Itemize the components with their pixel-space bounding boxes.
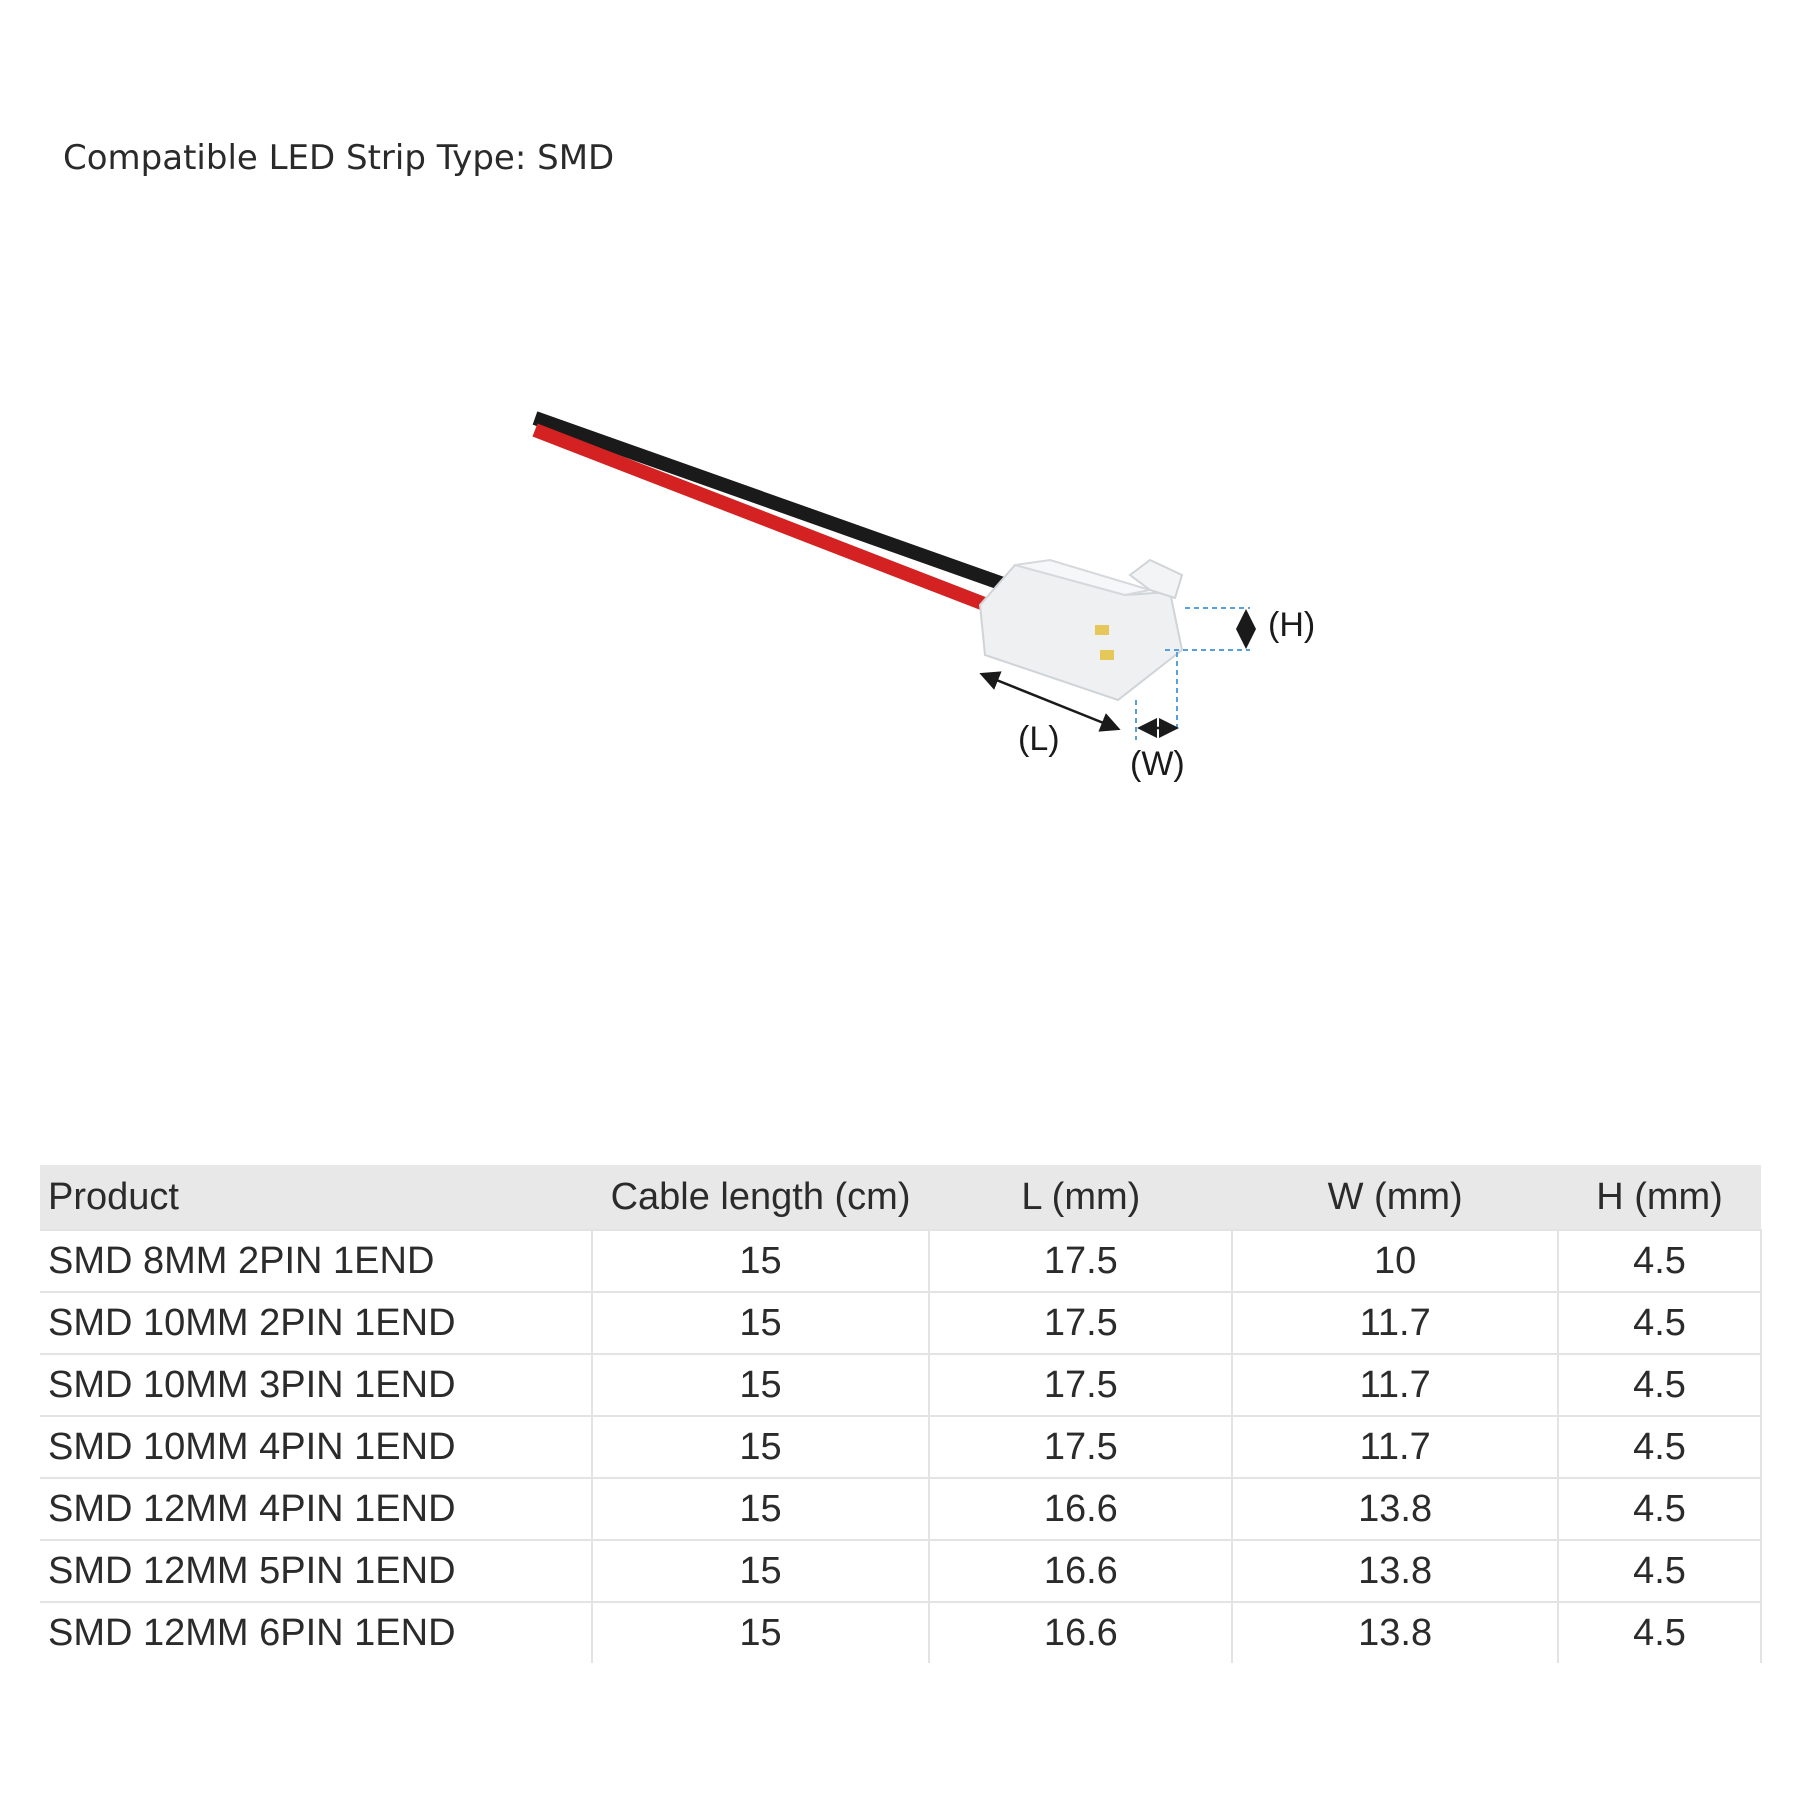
cell-h: 4.5 (1557, 1477, 1762, 1540)
cell-l: 17.5 (928, 1291, 1233, 1354)
cable (532, 411, 1023, 619)
dimension-label-l: (L) (1018, 720, 1060, 758)
table-row: SMD 10MM 4PIN 1END 15 17.5 11.7 4.5 (40, 1415, 1762, 1478)
cell-l: 17.5 (928, 1353, 1233, 1416)
cell-l: 16.6 (928, 1601, 1233, 1663)
cell-cable-length: 15 (590, 1415, 930, 1478)
dimension-label-h: (H) (1268, 606, 1316, 644)
cell-w: 13.8 (1231, 1601, 1559, 1663)
cell-l: 16.6 (928, 1477, 1233, 1540)
cell-w: 13.8 (1231, 1477, 1559, 1540)
cell-cable-length: 15 (590, 1601, 930, 1663)
cell-h: 4.5 (1557, 1229, 1762, 1292)
cell-h: 4.5 (1557, 1539, 1762, 1602)
table-row: SMD 12MM 6PIN 1END 15 16.6 13.8 4.5 (40, 1601, 1762, 1663)
table-row: SMD 12MM 4PIN 1END 15 16.6 13.8 4.5 (40, 1477, 1762, 1540)
cell-product: SMD 10MM 2PIN 1END (40, 1291, 592, 1354)
cell-product: SMD 10MM 3PIN 1END (40, 1353, 592, 1416)
cell-w: 11.7 (1231, 1291, 1559, 1354)
connector-photo (532, 411, 1256, 740)
cell-product: SMD 12MM 6PIN 1END (40, 1601, 592, 1663)
connector-body (978, 558, 1184, 702)
cell-w: 11.7 (1231, 1353, 1559, 1416)
header-product: Product (40, 1165, 592, 1230)
table-row: SMD 10MM 2PIN 1END 15 17.5 11.7 4.5 (40, 1291, 1762, 1354)
cell-cable-length: 15 (590, 1353, 930, 1416)
l-arrow (979, 671, 1121, 732)
table-row: SMD 10MM 3PIN 1END 15 17.5 11.7 4.5 (40, 1353, 1762, 1416)
cell-product: SMD 10MM 4PIN 1END (40, 1415, 592, 1478)
header-cable-length: Cable length (cm) (591, 1165, 930, 1230)
cell-cable-length: 15 (590, 1291, 930, 1354)
table-row: SMD 12MM 5PIN 1END 15 16.6 13.8 4.5 (40, 1539, 1762, 1602)
dimension-lines (979, 607, 1256, 740)
cell-l: 16.6 (928, 1539, 1233, 1602)
cell-h: 4.5 (1557, 1353, 1762, 1416)
cell-w: 13.8 (1231, 1539, 1559, 1602)
header-w: W (mm) (1232, 1165, 1559, 1230)
cell-cable-length: 15 (590, 1539, 930, 1602)
spec-table: Product Cable length (cm) L (mm) W (mm) … (40, 1165, 1762, 1663)
cell-product: SMD 12MM 5PIN 1END (40, 1539, 592, 1602)
cell-product: SMD 8MM 2PIN 1END (40, 1229, 592, 1292)
header-h: H (mm) (1558, 1165, 1761, 1230)
cell-h: 4.5 (1557, 1291, 1762, 1354)
cell-h: 4.5 (1557, 1601, 1762, 1663)
cell-l: 17.5 (928, 1415, 1233, 1478)
cell-l: 17.5 (928, 1229, 1233, 1292)
header-l: L (mm) (929, 1165, 1233, 1230)
page-title: Compatible LED Strip Type: SMD (63, 138, 615, 178)
cell-w: 11.7 (1231, 1415, 1559, 1478)
table-row: SMD 8MM 2PIN 1END 15 17.5 10 4.5 (40, 1229, 1762, 1292)
cell-cable-length: 15 (590, 1229, 930, 1292)
cell-h: 4.5 (1557, 1415, 1762, 1478)
cell-cable-length: 15 (590, 1477, 930, 1540)
dimension-label-w: (W) (1130, 745, 1185, 783)
cell-w: 10 (1231, 1229, 1559, 1292)
table-header-row: Product Cable length (cm) L (mm) W (mm) … (40, 1165, 1761, 1230)
cell-product: SMD 12MM 4PIN 1END (40, 1477, 592, 1540)
